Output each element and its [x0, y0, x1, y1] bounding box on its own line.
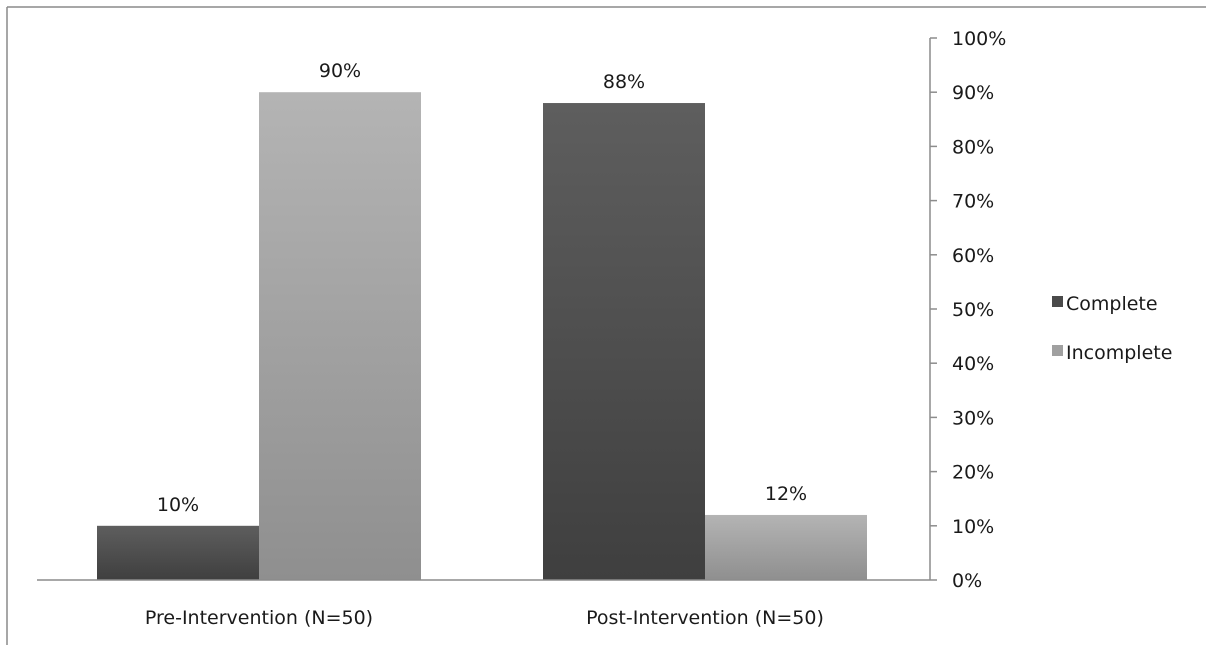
y-tick-label: 40% [952, 353, 994, 375]
y-tick-label: 100% [952, 28, 1006, 50]
data-label-complete-0: 10% [157, 494, 199, 516]
data-label-complete-1: 88% [603, 71, 645, 93]
x-axis-group: Pre-Intervention (N=50) Post-Intervention… [145, 607, 824, 629]
y-tick-label: 80% [952, 136, 994, 158]
y-tick-label: 60% [952, 245, 994, 267]
bar-complete-0 [97, 525, 259, 580]
legend-swatch-complete [1052, 296, 1063, 307]
y-tick-label: 20% [952, 462, 994, 484]
y-tick-label: 10% [952, 516, 994, 538]
legend-label-complete: Complete [1066, 293, 1158, 315]
data-label-incomplete-1: 12% [765, 483, 807, 505]
legend-swatch-incomplete [1052, 345, 1063, 356]
y-tick-label: 0% [952, 570, 982, 592]
x-tick-label: Pre-Intervention (N=50) [145, 607, 373, 629]
chart-frame [6, 6, 1206, 645]
y-axis-group: 0% 10% 20% 30% 40% 50% 60% 70% 80% 90% 100% [37, 28, 1006, 592]
y-tick-label: 70% [952, 191, 994, 213]
bar-incomplete-1 [705, 514, 867, 580]
y-tick-label: 50% [952, 299, 994, 321]
y-tick-label: 30% [952, 407, 994, 429]
data-label-incomplete-0: 90% [319, 60, 361, 82]
bars-group [97, 92, 867, 580]
y-tick-label: 90% [952, 82, 994, 104]
bar-complete-1 [543, 103, 705, 580]
bar-incomplete-0 [259, 92, 421, 580]
legend: Complete Incomplete [1052, 293, 1172, 364]
x-tick-label: Post-Intervention (N=50) [586, 607, 824, 629]
legend-label-incomplete: Incomplete [1066, 342, 1172, 364]
data-labels-group: 10% 90% 88% 12% [157, 60, 807, 516]
